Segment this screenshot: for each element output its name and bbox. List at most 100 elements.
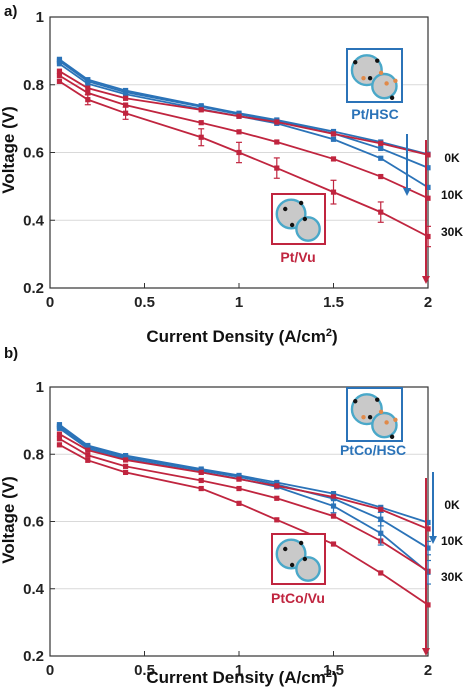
stress-label-1: 10K bbox=[441, 534, 463, 548]
series-4-point-1 bbox=[85, 90, 91, 96]
stress-label-0: 0K bbox=[444, 151, 460, 165]
series-5-point-7 bbox=[378, 570, 384, 576]
inset-hsc-dot-1 bbox=[375, 397, 380, 402]
inset-hsc-label: Pt/HSC bbox=[351, 106, 398, 122]
inset-vu-dot-1 bbox=[298, 540, 304, 546]
stress-label-1: 10K bbox=[441, 188, 463, 202]
series-4-point-6 bbox=[330, 156, 337, 162]
series-2-point-2 bbox=[123, 91, 129, 97]
inset-hsc-label: PtCo/HSC bbox=[340, 442, 406, 458]
inset-hsc-particle-1 bbox=[371, 411, 398, 439]
stress-label-2: 30K bbox=[441, 225, 463, 239]
x-axis-title: Current Density (A/cm2) bbox=[146, 668, 337, 687]
series-4-point-6 bbox=[330, 513, 337, 519]
series-4-point-3 bbox=[198, 477, 204, 484]
y-tick-label-0: 0.2 bbox=[23, 280, 44, 297]
series-3-point-8 bbox=[425, 152, 431, 158]
inset-vu-label: PtCo/Vu bbox=[271, 590, 325, 606]
panel-label: a) bbox=[4, 3, 17, 20]
series-5-point-0 bbox=[56, 78, 63, 84]
series-3-point-2 bbox=[123, 457, 129, 463]
series-4-point-5 bbox=[274, 495, 280, 501]
inset-hsc-dot-3 bbox=[389, 95, 395, 100]
panel-b: b) 0.2 0.4 0.6 0.8 1 0 0.5 1 1.5 2 PtCo/HSC PtCo/V… bbox=[0, 345, 463, 687]
series-3-point-4 bbox=[236, 113, 242, 119]
y-axis-title: Voltage (V) bbox=[0, 106, 18, 194]
series-3-point-2 bbox=[123, 95, 129, 101]
series-5-point-5 bbox=[274, 517, 280, 523]
inset-hsc-dot-7 bbox=[393, 417, 398, 422]
inset-group: Pt/HSC Pt/Vu 0K 10K 30K bbox=[271, 48, 463, 284]
y-tick-label-4: 1 bbox=[36, 9, 44, 26]
series-0-point-6 bbox=[330, 490, 337, 497]
series-4-point-7 bbox=[378, 173, 384, 180]
x-tick-label-2: 1 bbox=[235, 662, 243, 679]
x-tick-label-3: 1.5 bbox=[323, 662, 344, 679]
series-3-point-8 bbox=[425, 526, 431, 532]
series-1-point-8 bbox=[425, 165, 431, 171]
series-3-point-7 bbox=[378, 506, 384, 512]
inset-vu-dot-3 bbox=[289, 222, 295, 228]
series-3-point-6 bbox=[330, 494, 337, 500]
panel-a: a) 0.2 0.4 0.6 0.8 1 0 0.5 1 1.5 2 Pt/HSC Pt/Vu 0K 1… bbox=[0, 3, 463, 346]
inset-vu-dot-2 bbox=[302, 556, 308, 562]
y-tick-label-3: 0.8 bbox=[23, 446, 44, 463]
series-4-point-4 bbox=[236, 485, 242, 492]
series-group bbox=[56, 422, 431, 608]
inset-vu-dot-3 bbox=[289, 562, 295, 568]
series-2-point-0 bbox=[56, 61, 63, 67]
series-line-5 bbox=[58, 80, 429, 238]
series-4-point-3 bbox=[198, 120, 204, 126]
series-0-point-8 bbox=[425, 519, 431, 526]
series-4-point-8 bbox=[425, 195, 431, 201]
x-axis-title: Current Density (A/cm2) bbox=[146, 327, 337, 346]
series-3-point-0 bbox=[56, 431, 63, 437]
inset-hsc-dot-3 bbox=[389, 434, 395, 439]
inset-vu-dot-0 bbox=[283, 206, 288, 212]
series-5-point-6 bbox=[330, 541, 337, 547]
x-tick-label-0: 0 bbox=[46, 294, 54, 311]
x-tick-label-1: 0.5 bbox=[134, 294, 155, 311]
series-5-point-4 bbox=[236, 500, 242, 506]
y-tick-label-0: 0.2 bbox=[23, 648, 44, 665]
series-3-point-1 bbox=[85, 447, 91, 453]
series-5-point-3 bbox=[198, 485, 204, 492]
x-tick-label-2: 1 bbox=[235, 294, 243, 311]
series-1-point-0 bbox=[56, 58, 63, 64]
series-4-point-4 bbox=[236, 129, 242, 135]
series-5-point-2 bbox=[123, 469, 129, 476]
series-3-point-1 bbox=[85, 85, 91, 91]
inset-hsc-dot-2 bbox=[367, 414, 373, 420]
series-5-point-1 bbox=[85, 457, 91, 463]
x-tick-label-4: 2 bbox=[424, 294, 432, 311]
series-3-point-6 bbox=[330, 131, 337, 137]
inset-hsc-particle-1 bbox=[371, 72, 398, 100]
inset-vu-particle-1 bbox=[295, 216, 321, 242]
series-2-point-6 bbox=[330, 136, 337, 142]
series-5-point-0 bbox=[56, 442, 63, 448]
series-3-point-5 bbox=[274, 483, 280, 489]
y-tick-label-2: 0.6 bbox=[23, 145, 44, 162]
y-tick-label-4: 1 bbox=[36, 379, 44, 396]
inset-hsc-dot-5 bbox=[361, 414, 366, 420]
series-4-point-2 bbox=[123, 102, 129, 108]
series-2-point-8 bbox=[425, 184, 431, 190]
series-3-point-5 bbox=[274, 119, 280, 125]
stress-label-0: 0K bbox=[444, 498, 460, 512]
y-tick-label-3: 0.8 bbox=[23, 77, 44, 94]
y-tick-label-2: 0.6 bbox=[23, 514, 44, 531]
series-group bbox=[56, 56, 431, 248]
series-3-point-4 bbox=[236, 476, 242, 482]
series-line-5 bbox=[59, 444, 429, 606]
inset-vu-label: Pt/Vu bbox=[280, 249, 315, 265]
inset-hsc-dot-4 bbox=[378, 409, 384, 415]
inset-hsc-dot-2 bbox=[367, 75, 373, 81]
inset-hsc-dot-5 bbox=[361, 75, 366, 81]
series-2-point-1 bbox=[85, 81, 91, 87]
inset-hsc-dot-0 bbox=[353, 60, 358, 65]
panel-label: b) bbox=[4, 345, 18, 362]
y-tick-label-1: 0.4 bbox=[23, 581, 45, 598]
series-3-point-7 bbox=[378, 140, 384, 146]
inset-hsc-dot-1 bbox=[375, 58, 380, 63]
